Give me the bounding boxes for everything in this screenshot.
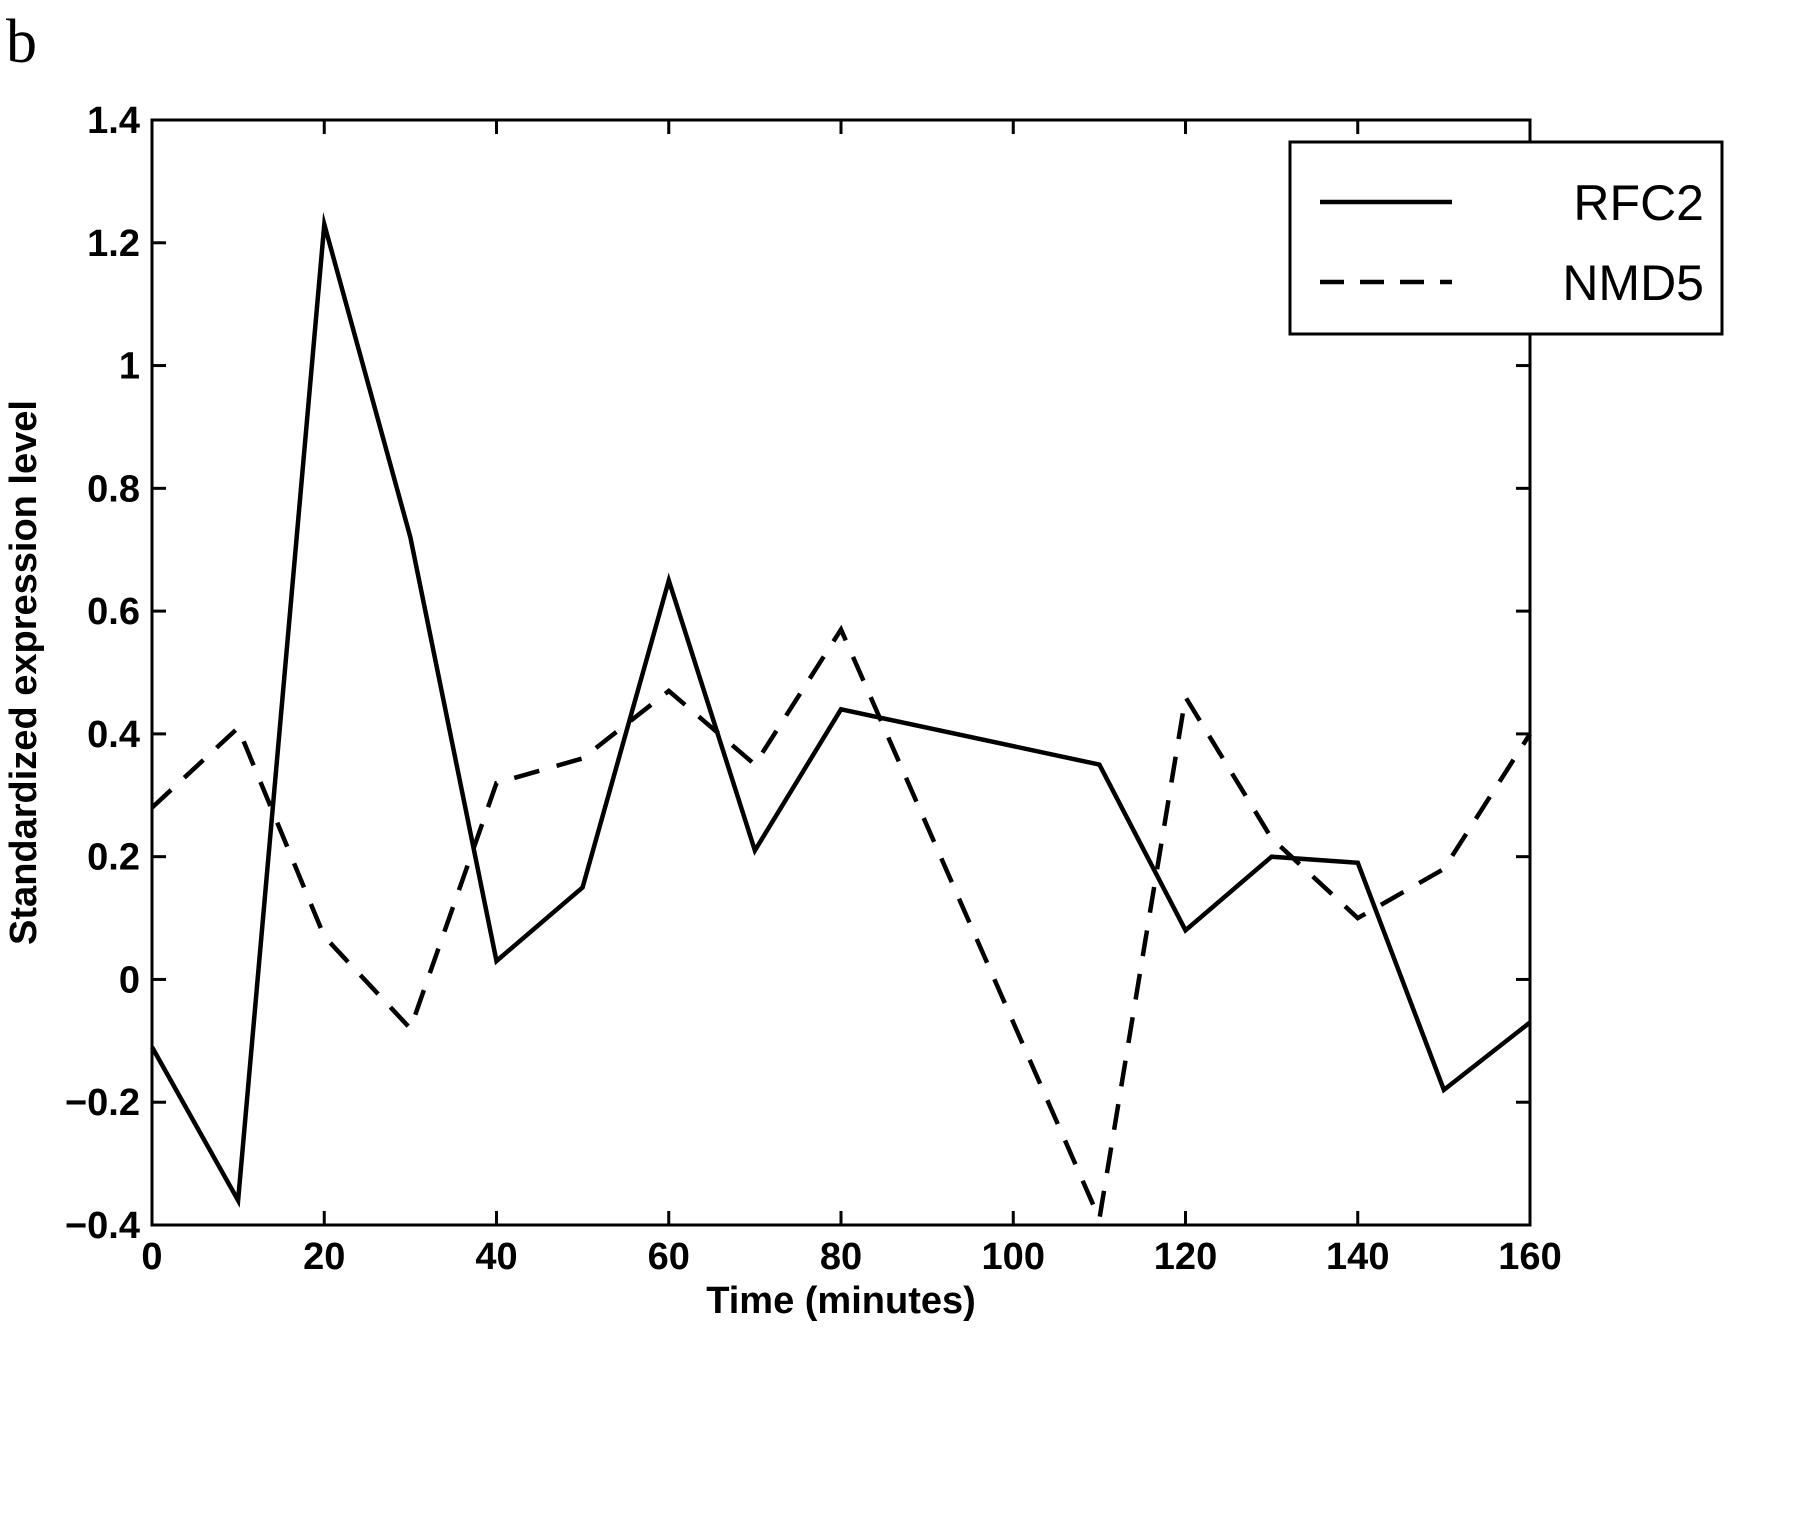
x-tick-label: 160 xyxy=(1498,1236,1561,1278)
plot-area xyxy=(150,118,1532,1227)
y-tick-label: 0.8 xyxy=(87,468,140,510)
y-tick-label: 1.2 xyxy=(87,223,140,265)
x-tick-label: 120 xyxy=(1154,1236,1217,1278)
series-rfc2 xyxy=(150,211,1532,1208)
x-axis-label: Time (minutes) xyxy=(706,1280,976,1322)
series-line-rfc2 xyxy=(150,211,1532,1208)
y-tick-label: 0.6 xyxy=(87,591,140,633)
legend-label-nmd5: NMD5 xyxy=(1562,255,1704,311)
x-tick-label: 20 xyxy=(303,1236,345,1278)
y-tick-label: 1.4 xyxy=(87,100,140,142)
legend-label-rfc2: RFC2 xyxy=(1573,175,1704,231)
y-tick-label: 0.2 xyxy=(87,837,140,879)
x-tick-label: 140 xyxy=(1326,1236,1389,1278)
y-tick-label: 0 xyxy=(119,959,140,1001)
x-tick-labels: 0 20 40 60 80 100 120 140 160 xyxy=(141,1236,1561,1278)
y-tick-labels: −0.4 −0.2 0 0.2 0.4 0.6 0.8 1 1.2 1.4 xyxy=(65,100,140,1247)
series-layer xyxy=(150,211,1532,1227)
axis-ticks xyxy=(150,118,1532,1227)
y-axis-label: Standardized expression level xyxy=(3,400,45,945)
series-line-nmd5 xyxy=(150,624,1532,1227)
x-tick-label: 60 xyxy=(648,1236,690,1278)
x-tick-label: 80 xyxy=(820,1236,862,1278)
legend: RFC2 NMD5 xyxy=(1288,140,1724,336)
x-tick-label: 40 xyxy=(475,1236,517,1278)
panel-label: b xyxy=(6,8,37,76)
legend-box xyxy=(1288,140,1724,336)
y-tick-label: 0.4 xyxy=(87,714,140,756)
y-tick-label: −0.2 xyxy=(65,1082,140,1124)
y-tick-label: 1 xyxy=(119,346,140,388)
series-nmd5 xyxy=(150,624,1532,1227)
x-tick-label: 0 xyxy=(141,1236,162,1278)
x-tick-label: 100 xyxy=(982,1236,1045,1278)
y-tick-label: −0.4 xyxy=(65,1205,140,1247)
